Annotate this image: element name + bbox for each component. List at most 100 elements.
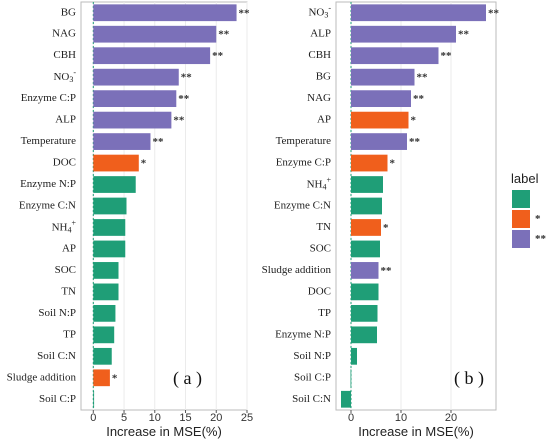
category-label: Enzyme N:P [275,328,331,340]
category-label: Enzyme C:P [276,157,331,169]
category-label: Temperature [276,135,332,147]
category-label: SOC [310,242,331,254]
category-label: Soil C:N [37,350,76,362]
bar [93,176,136,193]
bar [351,304,378,322]
significance-label: * [383,222,389,234]
panel-tag: ( b ) [454,368,484,389]
tick-label: 10 [395,412,407,424]
category-label: TP [318,307,331,319]
significance-label: ** [178,93,190,105]
tick-label: 5 [121,412,127,424]
category-label: Enzyme C:N [274,200,331,212]
category-label: Sludge addition [7,371,77,383]
significance-label: ** [381,265,393,277]
tick-label: 10 [149,412,161,424]
significance-label: * [411,115,417,127]
significance-label: ** [152,136,164,148]
category-label: Enzyme C:N [19,200,76,212]
bar [351,47,439,65]
significance-label: ** [181,72,193,84]
tick-label: 0 [90,412,96,424]
bar [93,4,237,22]
bar [93,90,177,108]
category-label: AP [62,242,76,254]
bar [351,283,379,301]
category-label: Soil C:P [294,371,331,383]
category-label: Soil C:N [292,393,331,405]
significance-label: ** [417,72,429,84]
bar [93,68,179,86]
category-label: NH4+ [307,175,332,191]
bar [93,25,217,43]
category-label: Temperature [21,135,77,147]
bar [93,240,126,258]
significance-label: ** [458,29,470,41]
category-label: TN [61,285,76,297]
significance-label: ** [413,93,425,105]
bar [351,219,381,236]
legend-label: * [535,213,541,225]
significance-label: ** [218,29,230,41]
significance-label: * [112,372,118,384]
category-label: Sludge addition [262,264,332,276]
chart-panel-a: BG **NAG **CBH **NO3- **Enzyme C:P **ALP **Tem… [7,1,253,439]
bar [351,4,486,22]
bar [351,68,415,86]
significance-label: ** [239,7,251,19]
bar [351,90,411,108]
tick-label: 20 [445,412,457,424]
significance-label: ** [441,50,453,62]
bar [351,176,383,193]
bar [351,111,409,129]
bar [93,219,126,236]
category-label: SOC [55,264,76,276]
significance-label: ** [173,115,185,127]
tick-label: 25 [241,412,253,424]
category-label: NH4+ [52,218,77,234]
category-label: CBH [53,49,76,61]
significance-label: * [390,158,396,170]
category-label: Enzyme N:P [20,178,76,190]
panel-tag: ( a ) [173,368,202,389]
category-label: ALP [310,28,331,40]
category-label: NO3- [308,4,331,20]
legend-swatch [512,210,530,228]
chart-panel-b: NO3- **ALP **CBH **BG **NAG **AP *Temperature *… [262,1,500,439]
category-label: AP [317,114,331,126]
bar [351,347,357,365]
significance-label: ** [212,50,224,62]
bar [341,390,351,408]
category-label: NAG [307,92,331,104]
legend-swatch [512,230,530,248]
category-label: Soil N:P [293,350,331,362]
category-label: Soil N:P [38,307,76,319]
category-label: NO3- [53,68,76,84]
category-label: Soil C:P [39,393,76,405]
significance-label: ** [409,136,421,148]
bar [350,369,352,387]
x-axis-title: Increase in MSE(%) [358,424,474,439]
bar [351,25,456,43]
category-label: BG [61,6,76,18]
bar [93,111,172,129]
bar [93,154,139,172]
category-label: TP [63,328,76,340]
bar [93,197,127,215]
legend-swatch [512,190,530,208]
category-label: DOC [308,285,331,297]
tick-label: 0 [348,412,354,424]
bar [93,283,119,301]
bar [93,304,116,322]
bar [351,326,377,344]
tick-label: 15 [179,412,191,424]
category-label: NAG [52,28,76,40]
category-label: CBH [308,49,331,61]
x-axis-title: Increase in MSE(%) [106,424,222,439]
bar [351,133,407,150]
tick-label: 20 [210,412,222,424]
bar [93,369,110,387]
significance-label: * [141,158,147,170]
category-label: Enzyme C:P [21,92,76,104]
